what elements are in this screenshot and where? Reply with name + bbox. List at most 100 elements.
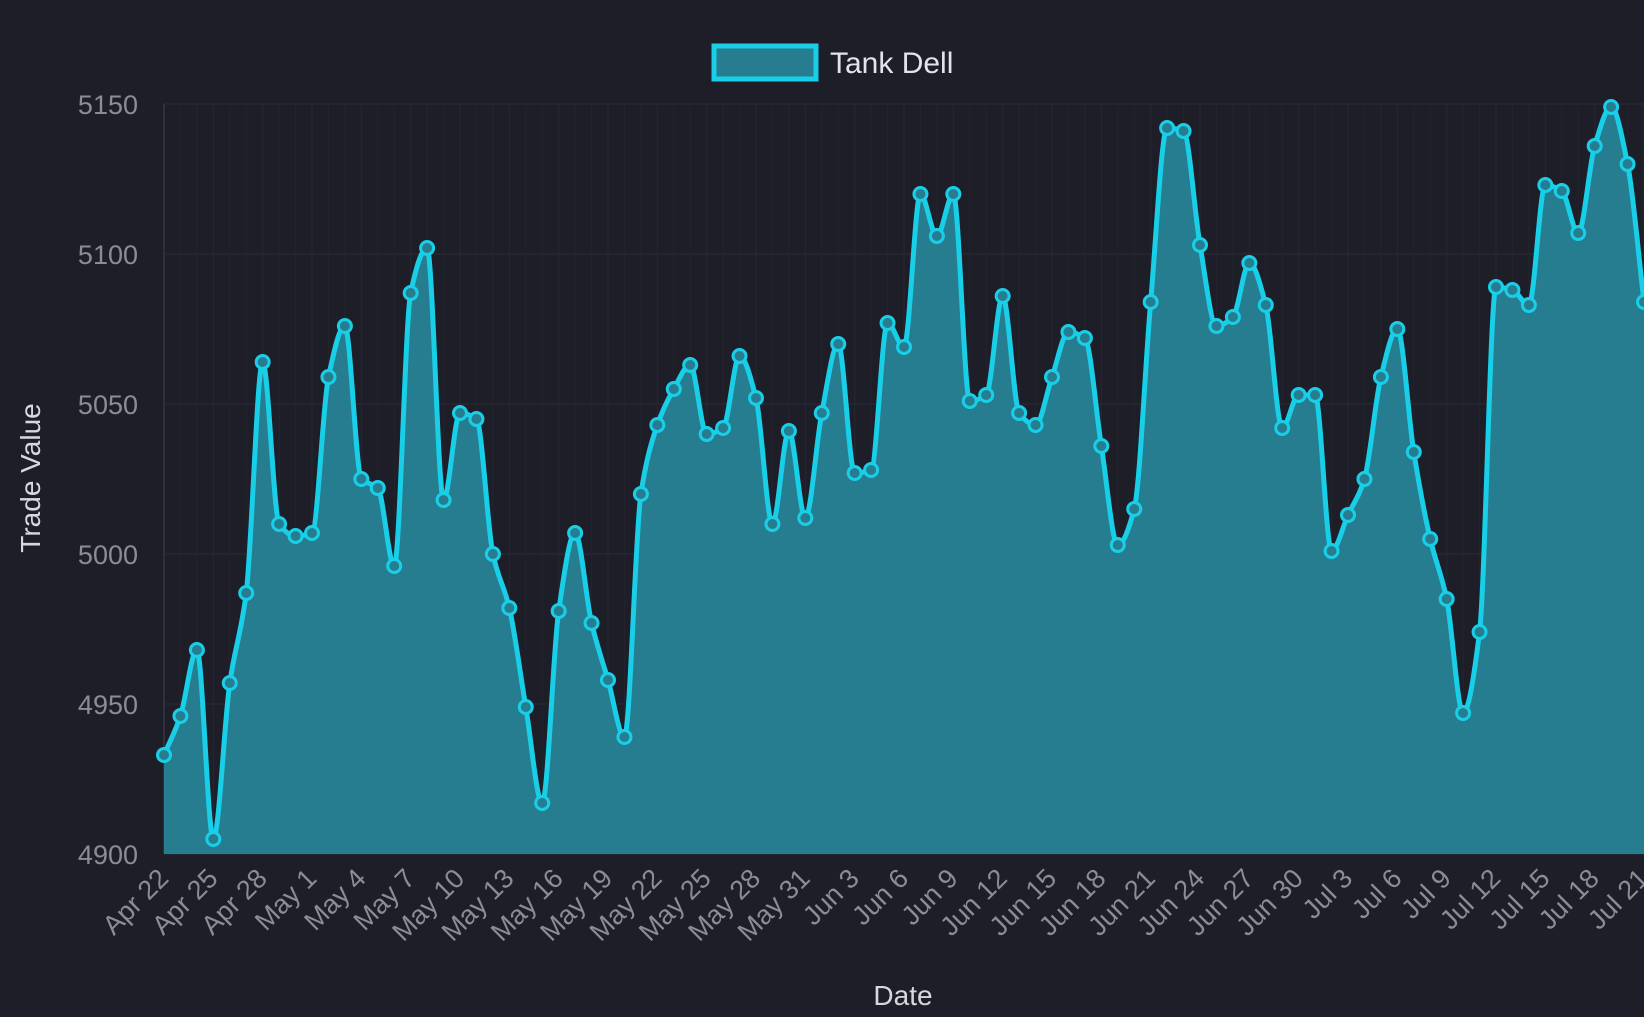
data-point bbox=[1422, 531, 1439, 547]
data-point bbox=[1455, 705, 1472, 721]
x-axis-title: Date bbox=[873, 980, 932, 1011]
data-point bbox=[452, 405, 468, 421]
x-tick-label: Jul 3 bbox=[1297, 863, 1359, 925]
data-point bbox=[1603, 99, 1620, 115]
data-point bbox=[1488, 279, 1504, 295]
data-point bbox=[1274, 420, 1291, 436]
data-point bbox=[402, 285, 419, 301]
data-point bbox=[1537, 177, 1554, 193]
data-point bbox=[1257, 297, 1274, 313]
data-point bbox=[1011, 405, 1028, 421]
data-point bbox=[1126, 501, 1143, 517]
data-point bbox=[731, 348, 748, 364]
data-point bbox=[1224, 309, 1241, 325]
data-point bbox=[879, 315, 896, 331]
data-point bbox=[1356, 471, 1373, 487]
data-point bbox=[1159, 120, 1176, 136]
data-point bbox=[1570, 225, 1587, 241]
data-point bbox=[945, 186, 962, 202]
data-point bbox=[369, 480, 386, 496]
data-point bbox=[978, 387, 995, 403]
data-point bbox=[896, 339, 912, 355]
data-point bbox=[1175, 123, 1192, 139]
data-point bbox=[1142, 294, 1159, 310]
data-point bbox=[649, 417, 666, 433]
data-point bbox=[994, 288, 1011, 304]
series-area bbox=[164, 107, 1644, 854]
legend-swatch bbox=[711, 43, 819, 82]
data-point bbox=[205, 831, 222, 847]
data-point bbox=[928, 228, 945, 244]
data-point bbox=[320, 369, 337, 385]
data-point bbox=[698, 426, 715, 442]
data-point bbox=[797, 510, 814, 526]
x-tick-label: Jun 3 bbox=[797, 863, 865, 931]
data-point bbox=[616, 729, 633, 745]
data-point bbox=[517, 699, 534, 715]
data-point bbox=[1340, 507, 1356, 523]
data-point bbox=[830, 336, 847, 352]
data-point bbox=[156, 747, 172, 763]
data-point bbox=[665, 381, 682, 397]
y-tick-label: 4950 bbox=[78, 690, 138, 720]
data-points bbox=[156, 99, 1644, 847]
data-point bbox=[1208, 318, 1225, 334]
data-point bbox=[534, 795, 551, 811]
data-point bbox=[912, 186, 929, 202]
data-point bbox=[221, 675, 238, 691]
data-point bbox=[1405, 444, 1422, 460]
area-fill bbox=[164, 107, 1644, 854]
data-point bbox=[682, 357, 699, 373]
y-tick-label: 5150 bbox=[78, 90, 138, 120]
legend[interactable]: Tank Dell bbox=[711, 43, 953, 82]
data-point bbox=[1323, 543, 1340, 559]
legend-label: Tank Dell bbox=[830, 47, 953, 80]
data-point bbox=[1520, 297, 1537, 313]
data-point bbox=[468, 411, 485, 427]
data-point bbox=[1438, 591, 1455, 607]
data-point bbox=[1586, 138, 1603, 154]
data-point bbox=[1109, 537, 1126, 553]
data-point bbox=[780, 423, 797, 439]
y-tick-label: 5000 bbox=[78, 540, 138, 570]
data-point bbox=[1241, 255, 1258, 271]
x-tick-label: Jun 6 bbox=[846, 863, 914, 931]
data-point bbox=[501, 600, 518, 616]
data-point bbox=[748, 390, 764, 406]
x-tick-label: Jul 6 bbox=[1346, 863, 1408, 925]
data-point bbox=[188, 642, 205, 658]
data-point bbox=[271, 516, 288, 532]
y-tick-label: 4900 bbox=[78, 840, 138, 870]
data-point bbox=[813, 405, 830, 421]
data-point bbox=[1553, 183, 1570, 199]
data-point bbox=[336, 318, 353, 334]
data-point bbox=[1504, 282, 1521, 298]
data-point bbox=[353, 471, 370, 487]
data-point bbox=[1192, 237, 1208, 253]
data-point bbox=[764, 516, 781, 532]
data-point bbox=[632, 486, 649, 502]
data-point bbox=[1076, 330, 1093, 346]
data-point bbox=[1372, 369, 1389, 385]
data-point bbox=[715, 420, 732, 436]
data-point bbox=[435, 492, 452, 508]
data-point bbox=[1027, 417, 1044, 433]
data-point bbox=[863, 462, 880, 478]
data-point bbox=[567, 525, 584, 541]
data-point bbox=[1471, 624, 1488, 640]
data-point bbox=[1619, 156, 1636, 172]
data-point bbox=[1093, 438, 1110, 454]
data-point bbox=[386, 558, 403, 574]
data-point bbox=[419, 240, 436, 256]
data-point bbox=[583, 615, 600, 631]
data-point bbox=[254, 354, 271, 370]
data-point bbox=[1307, 387, 1324, 403]
data-point bbox=[1060, 324, 1077, 340]
y-tick-label: 5050 bbox=[78, 390, 138, 420]
data-point bbox=[961, 393, 978, 409]
data-point bbox=[1290, 387, 1307, 403]
data-point bbox=[550, 603, 567, 619]
